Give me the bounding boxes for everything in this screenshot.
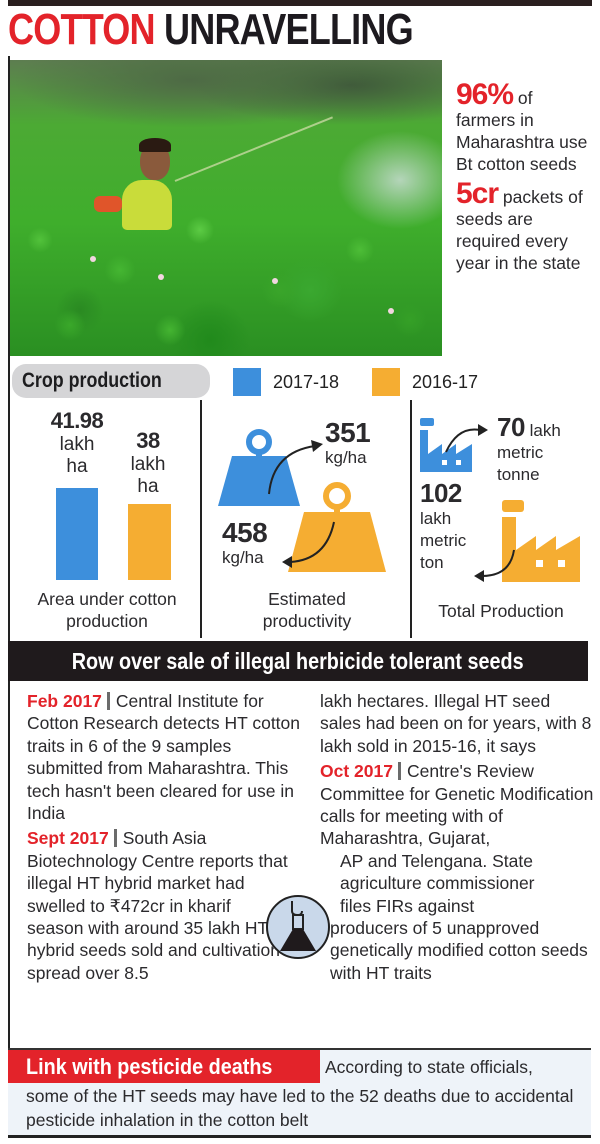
timeline-right-column: lakh hectares. Illegal HT seed sales had… <box>320 690 595 987</box>
timeline-left-column: Feb 2017 Central Institute for Cotton Res… <box>27 690 307 987</box>
stat-value: 5cr <box>456 177 499 210</box>
timeline-entry-sept-2017: Sept 2017 South Asia Biotechnology Centre… <box>27 827 289 984</box>
pesticide-deaths-text: some of the HT seeds may have led to the… <box>26 1086 574 1130</box>
legend-label: 2016-17 <box>412 371 479 392</box>
production-caption: Total Production <box>438 601 564 621</box>
timeline-date: Sept 2017 <box>27 828 109 849</box>
cotton-field-photo <box>10 60 442 356</box>
production-2016-label: 102 lakh metric ton <box>420 478 467 572</box>
headline: COTTON UNRAVELLING <box>8 5 414 54</box>
timeline-text: Central Institute for Cotton Research de… <box>27 691 301 824</box>
photo-sprayer-tank <box>94 196 122 212</box>
factory-icon-orange <box>502 500 580 582</box>
productivity-caption: Estimated productivity <box>262 589 352 631</box>
timeline-entry-feb-2017: Feb 2017 Central Institute for Cotton Res… <box>27 690 307 824</box>
separator-bar <box>397 762 401 781</box>
photo-flower <box>158 274 164 280</box>
productivity-2016-label: 458 kg/ha <box>222 517 268 568</box>
photo-flower <box>272 278 278 284</box>
timeline-continued-text: lakh hectares. Illegal HT seed sales had… <box>320 691 592 756</box>
legend-swatch-blue <box>233 368 261 396</box>
stat-farmers: 96% of farmers in Maharashtra use Bt cot… <box>456 80 596 175</box>
arrow-icon <box>445 424 488 453</box>
pesticide-deaths-label: Link with pesticide deaths <box>8 1050 320 1083</box>
photo-flower <box>90 256 96 262</box>
separator-bar <box>106 692 110 710</box>
timeline-date: Oct 2017 <box>320 761 393 782</box>
productivity-2017-label: 351 kg/ha <box>325 417 371 468</box>
area-bar-2016-17 <box>128 504 171 580</box>
flask-icon <box>266 895 330 959</box>
timeline-text: Centre's Review Committee for Genetic Mo… <box>320 761 594 849</box>
pesticide-deaths-text-line1: According to state officials, <box>325 1057 533 1077</box>
headline-part-1: COTTON <box>8 5 156 54</box>
timeline-text: South Asia Biotechnology Centre reports … <box>27 828 288 983</box>
key-stats: 96% of farmers in Maharashtra use Bt cot… <box>456 80 596 282</box>
legend-item-2016-17: 2016-17 <box>372 368 478 396</box>
production-2017-label: 70 lakh metric tonne <box>497 412 561 484</box>
area-2016-label: 38 lakh ha <box>130 428 166 498</box>
separator-bar <box>113 829 117 848</box>
legend-item-2017-18: 2017-18 <box>233 368 339 396</box>
stat-packets: 5cr packets of seeds are required every … <box>456 179 596 274</box>
legend-label: 2017-18 <box>273 371 340 392</box>
area-bar-2017-18 <box>56 488 98 580</box>
timeline-text-wrapped: AP and Telengana. State agriculture comm… <box>340 850 535 916</box>
top-rule <box>8 0 592 6</box>
photo-farmer-body <box>122 180 172 230</box>
factory-icon-blue <box>420 418 472 472</box>
column-divider <box>200 400 202 638</box>
area-2017-label: 41.98 lakh ha <box>50 408 104 478</box>
crop-production-title: Crop production <box>12 364 210 398</box>
section-title-band: Row over sale of illegal herbicide toler… <box>8 641 588 681</box>
weight-icon-blue <box>218 429 300 506</box>
area-caption: Area under cotton production <box>37 589 177 631</box>
timeline-date: Feb 2017 <box>27 691 102 711</box>
stat-text: packets of seeds are required every year… <box>456 187 583 273</box>
stat-value: 96% <box>456 78 514 111</box>
timeline-text-wrapped: producers of 5 unapproved genetically mo… <box>330 918 588 983</box>
frame-left-border <box>8 56 10 1096</box>
column-divider <box>410 400 412 638</box>
photo-flower <box>388 308 394 314</box>
weight-icon-orange <box>288 482 386 572</box>
arrow-icon <box>282 521 335 568</box>
legend-swatch-orange <box>372 368 400 396</box>
timeline-entry-oct-2017: Oct 2017 Centre's Review Committee for Ge… <box>320 760 595 850</box>
headline-part-2: UNRAVELLING <box>163 5 414 54</box>
photo-farmer-hair <box>139 138 171 152</box>
photo-foliage <box>10 210 442 356</box>
arrow-icon <box>268 440 323 495</box>
photo-spray-lance <box>174 116 333 182</box>
arrow-icon <box>474 549 515 582</box>
stat-text: of farmers in Maharashtra use Bt cotton … <box>456 88 588 174</box>
